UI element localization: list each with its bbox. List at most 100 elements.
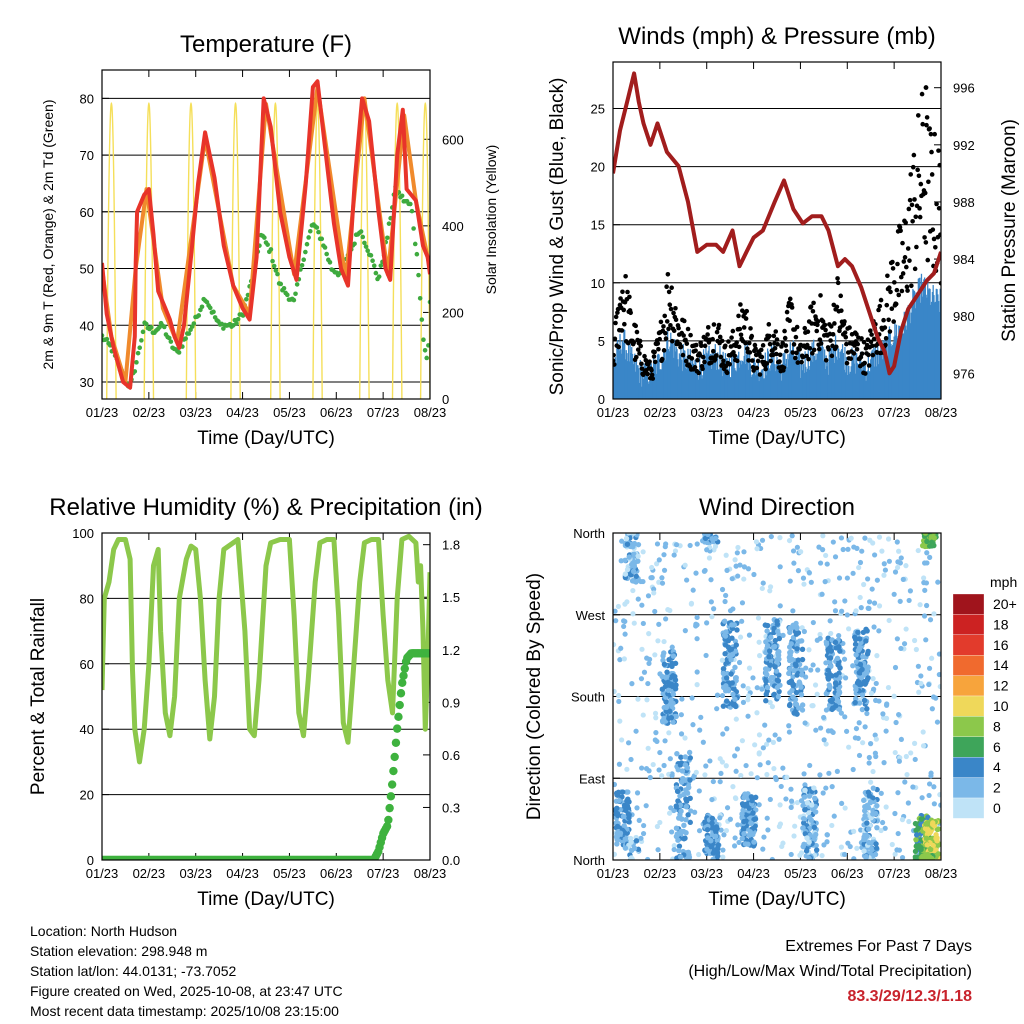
direction-point (698, 714, 704, 720)
gust-point (907, 197, 913, 203)
direction-point (659, 575, 665, 581)
direction-point (694, 636, 700, 642)
direction-point (650, 761, 656, 768)
direction-point (894, 539, 900, 545)
gust-point (787, 318, 792, 324)
gust-point (643, 357, 649, 363)
y2-axis-label: Solar Insolation (Yellow) (483, 145, 499, 295)
direction-point (678, 731, 685, 737)
direction-point (613, 688, 617, 695)
dewpoint-point (360, 234, 366, 240)
y2-tick-label: 1.8 (442, 538, 460, 553)
direction-point (905, 800, 911, 806)
direction-point (639, 602, 645, 608)
direction-point (739, 618, 745, 624)
direction-point (842, 598, 848, 604)
x-tick-label: 06/23 (320, 866, 353, 881)
y2-tick-label: 0 (442, 392, 449, 407)
gust-point (908, 172, 914, 177)
direction-point (717, 779, 723, 785)
direction-point (723, 629, 729, 635)
direction-point (865, 675, 871, 681)
rain-point (390, 752, 399, 762)
direction-point (711, 606, 717, 612)
gust-point (631, 340, 637, 345)
x-tick-label: 02/23 (133, 866, 166, 881)
dewpoint-point (412, 241, 418, 247)
dewpoint-point (417, 295, 423, 301)
direction-point (619, 737, 625, 743)
gust-point (730, 328, 736, 334)
direction-point (865, 789, 872, 795)
direction-point (613, 834, 620, 840)
gust-point (787, 296, 793, 302)
chart-title: Relative Humidity (%) & Precipitation (i… (49, 494, 482, 521)
direction-point (935, 579, 941, 585)
gust-point (627, 294, 632, 300)
x-axis-label: Time (Day/UTC) (197, 889, 335, 910)
gust-point (747, 350, 753, 355)
direction-point (633, 838, 640, 844)
direction-point (799, 646, 806, 653)
direction-point (861, 581, 867, 588)
direction-point (927, 554, 933, 560)
x-tick-label: 04/23 (737, 866, 770, 881)
gust-point (847, 325, 852, 330)
direction-point (679, 816, 685, 822)
colorbar-swatch (952, 757, 985, 778)
direction-point (795, 568, 802, 574)
direction-point (923, 821, 929, 827)
direction-point (772, 664, 778, 670)
direction-point (787, 578, 793, 584)
direction-point (922, 533, 929, 536)
direction-point (853, 686, 859, 693)
dewpoint-point (278, 281, 284, 287)
direction-point (861, 848, 867, 854)
direction-point (924, 831, 931, 837)
winds-chart: Winds (mph) & Pressure (mb) 01/23 02/23 03/… (547, 23, 1020, 449)
direction-point (856, 564, 862, 571)
direction-point (687, 777, 693, 783)
gust-point (869, 332, 874, 337)
dewpoint-point (168, 339, 174, 344)
direction-point (640, 578, 646, 585)
direction-point (709, 614, 715, 620)
dewpoint-point (273, 268, 279, 273)
direction-point (732, 835, 738, 841)
direction-point (733, 768, 739, 774)
gust-point (737, 326, 743, 332)
gust-point (625, 289, 630, 295)
direction-point (760, 745, 766, 751)
gust-point (767, 341, 773, 347)
direction-point (720, 854, 726, 860)
direction-point (777, 535, 783, 541)
insolation-spike (312, 102, 323, 399)
x-tick-label: 01/23 (597, 866, 630, 881)
direction-point (872, 732, 878, 738)
gust-point (811, 347, 817, 353)
gust-point (757, 372, 763, 377)
gust-point (890, 259, 895, 265)
direction-point (850, 570, 856, 576)
gust-point (666, 289, 672, 295)
direction-point (896, 711, 902, 718)
direction-point (665, 607, 671, 613)
direction-point (817, 635, 823, 642)
gust-point (684, 341, 690, 346)
direction-point (741, 564, 748, 570)
colorbar-label: 12 (993, 678, 1009, 694)
direction-point (710, 778, 716, 785)
dewpoint-point (376, 274, 382, 279)
direction-point (790, 548, 797, 554)
x-axis-label: Time (Day/UTC) (708, 428, 846, 449)
direction-point (720, 731, 726, 737)
direction-point (635, 558, 641, 564)
direction-point (732, 696, 738, 702)
direction-point (723, 763, 729, 769)
gust-point (763, 366, 768, 372)
gust-point (663, 330, 668, 336)
direction-point (804, 800, 811, 806)
direction-point (839, 608, 845, 614)
gust-point (638, 343, 644, 349)
direction-point (931, 611, 937, 617)
